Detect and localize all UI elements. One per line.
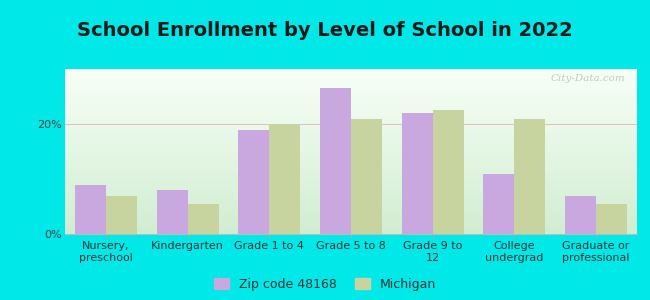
Bar [402, 113, 433, 234]
Bar [433, 110, 463, 234]
Bar [484, 173, 514, 234]
Bar [239, 130, 269, 234]
Bar [351, 118, 382, 234]
Text: City-Data.com: City-Data.com [551, 74, 625, 83]
Bar [157, 190, 188, 234]
Text: School Enrollment by Level of School in 2022: School Enrollment by Level of School in … [77, 21, 573, 40]
Bar [514, 118, 545, 234]
Bar [75, 184, 106, 234]
Legend: Zip code 48168, Michigan: Zip code 48168, Michigan [214, 278, 436, 291]
Bar [106, 196, 137, 234]
Bar [320, 88, 351, 234]
Bar [269, 124, 300, 234]
Bar [565, 196, 596, 234]
Bar [188, 204, 218, 234]
Bar [596, 204, 627, 234]
